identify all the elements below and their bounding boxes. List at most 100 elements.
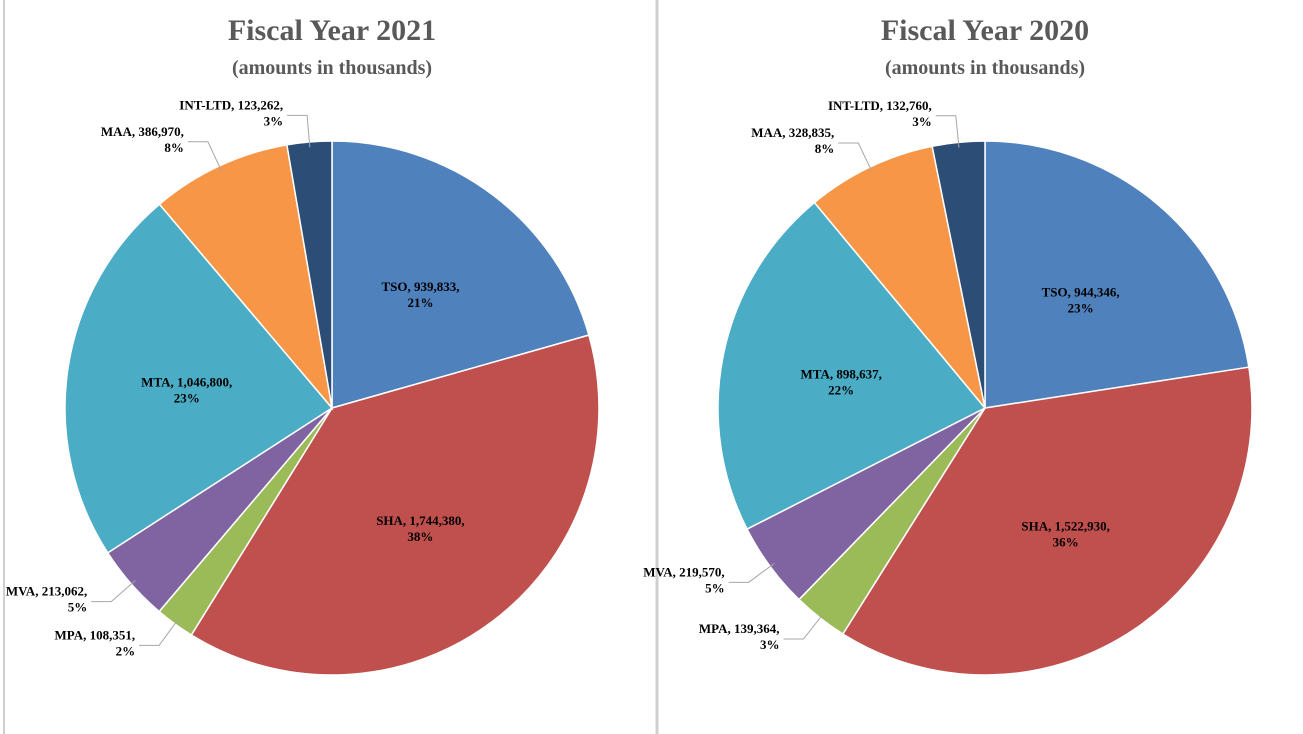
- label-sep: ,: [456, 279, 459, 294]
- label-sep: ,: [776, 621, 779, 636]
- label-category: INT-LTD: [828, 98, 880, 113]
- label-category: MAA: [101, 124, 133, 139]
- label-amount: 944,346: [1074, 285, 1117, 300]
- label-amount: 132,760: [886, 98, 928, 113]
- data-label: TSO, 944,346, 23%: [1042, 285, 1120, 316]
- data-label: INT-LTD, 123,262, 3%: [179, 97, 283, 128]
- pie-slice: [984, 140, 1250, 409]
- label-sep: ,: [181, 124, 184, 139]
- leader-line: [139, 619, 179, 646]
- label-percent: 8%: [164, 140, 184, 155]
- label-sep: ,: [782, 125, 789, 140]
- data-label: MAA, 328,835, 8%: [751, 125, 834, 156]
- label-amount: 1,046,800: [177, 374, 229, 389]
- label-sep: ,: [171, 374, 178, 389]
- data-label: SHA, 1,744,380, 38%: [376, 513, 464, 544]
- label-sep: ,: [1068, 285, 1075, 300]
- label-percent: 5%: [68, 600, 88, 615]
- label-amount: 939,833: [414, 279, 457, 294]
- label-sep: ,: [231, 97, 238, 112]
- label-sep: ,: [728, 621, 735, 636]
- label-amount: 1,522,930: [1055, 519, 1107, 534]
- leader-line: [728, 562, 775, 583]
- label-amount: 386,970: [138, 124, 180, 139]
- pie-slice: [331, 140, 590, 409]
- label-amount: 108,351: [90, 627, 132, 642]
- label-percent: 3%: [912, 114, 932, 129]
- label-percent: 36%: [1053, 535, 1079, 550]
- chart-title: Fiscal Year 2020: [881, 14, 1089, 47]
- chart-subtitle: (amounts in thousands): [885, 57, 1085, 79]
- data-label: MTA, 1,046,800, 23%: [141, 374, 232, 405]
- label-sep: ,: [1107, 519, 1110, 534]
- label-percent: 21%: [408, 295, 434, 310]
- label-sep: ,: [831, 125, 834, 140]
- label-category: SHA: [376, 513, 403, 528]
- data-label: MVA, 219,570, 5%: [643, 564, 724, 595]
- label-amount: 213,062: [42, 584, 84, 599]
- label-category: MTA: [141, 374, 171, 389]
- label-amount: 898,637: [836, 366, 879, 381]
- label-percent: 3%: [264, 113, 284, 128]
- chart-subtitle: (amounts in thousands): [232, 57, 432, 79]
- label-sep: ,: [721, 564, 724, 579]
- leader-line: [187, 141, 222, 172]
- label-category: MPA: [54, 627, 83, 642]
- data-label: TSO, 939,833, 21%: [382, 279, 460, 310]
- data-label: INT-LTD, 132,760, 3%: [828, 98, 932, 129]
- label-category: TSO: [1042, 285, 1068, 300]
- chart-title: Fiscal Year 2021: [228, 14, 436, 47]
- label-percent: 23%: [1068, 301, 1094, 316]
- leader-line: [287, 114, 311, 148]
- pie-slice: [841, 366, 1253, 676]
- pie-slice: [190, 334, 600, 676]
- label-category: MAA: [751, 125, 783, 140]
- leader-line: [838, 142, 873, 173]
- label-percent: 23%: [174, 390, 200, 405]
- leader-line: [935, 115, 960, 148]
- label-percent: 2%: [116, 643, 136, 658]
- label-category: INT-LTD: [179, 97, 231, 112]
- label-sep: ,: [879, 366, 882, 381]
- label-sep: ,: [280, 97, 283, 112]
- label-amount: 139,364: [734, 621, 777, 636]
- label-sep: ,: [880, 98, 887, 113]
- label-category: TSO: [382, 279, 408, 294]
- leader-line: [783, 613, 824, 640]
- data-label: MAA, 386,970, 8%: [101, 124, 184, 155]
- label-sep: ,: [929, 98, 932, 113]
- label-sep: ,: [84, 584, 87, 599]
- data-label: MPA, 108,351, 2%: [54, 627, 135, 658]
- data-label: MTA, 898,637, 22%: [800, 366, 881, 397]
- label-sep: ,: [132, 627, 135, 642]
- label-amount: 328,835: [789, 125, 832, 140]
- label-category: MPA: [699, 621, 728, 636]
- label-sep: ,: [403, 513, 410, 528]
- data-label: MVA, 213,062, 5%: [6, 584, 87, 615]
- label-percent: 38%: [407, 529, 433, 544]
- label-sep: ,: [132, 124, 139, 139]
- pie-slice: [64, 203, 334, 554]
- label-sep: ,: [461, 513, 464, 528]
- data-label: SHA, 1,522,930, 36%: [1021, 519, 1109, 550]
- label-sep: ,: [229, 374, 232, 389]
- label-amount: 1,744,380: [409, 513, 461, 528]
- label-category: MTA: [800, 366, 830, 381]
- label-sep: ,: [83, 627, 90, 642]
- label-category: SHA: [1021, 519, 1048, 534]
- label-amount: 219,570: [679, 564, 721, 579]
- label-sep: ,: [1048, 519, 1055, 534]
- label-sep: ,: [408, 279, 415, 294]
- label-percent: 3%: [760, 637, 780, 652]
- data-label: MPA, 139,364, 3%: [699, 621, 780, 652]
- label-percent: 8%: [815, 141, 835, 156]
- label-sep: ,: [1116, 285, 1119, 300]
- label-sep: ,: [830, 366, 837, 381]
- leader-line: [91, 580, 136, 603]
- label-sep: ,: [673, 564, 680, 579]
- label-percent: 22%: [828, 382, 854, 397]
- label-percent: 5%: [705, 580, 725, 595]
- label-category: MVA: [6, 584, 36, 599]
- label-sep: ,: [35, 584, 42, 599]
